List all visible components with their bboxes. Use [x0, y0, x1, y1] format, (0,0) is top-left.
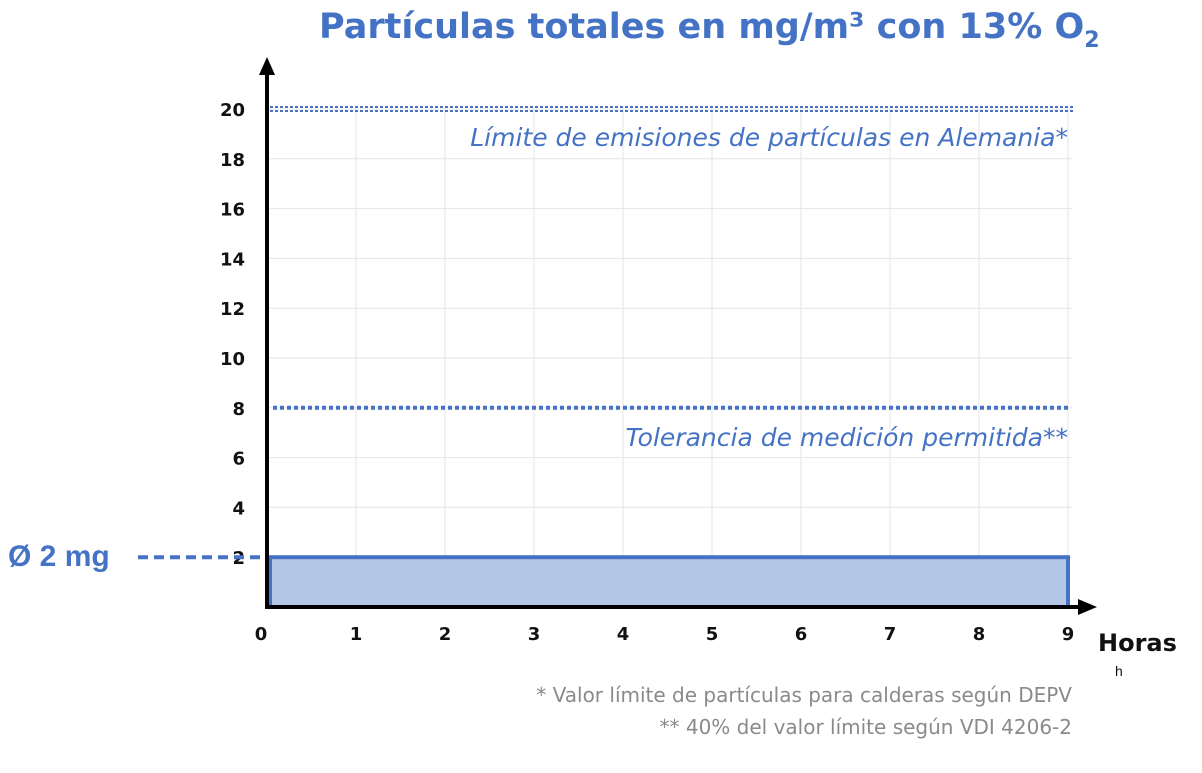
- x-tick-label: 4: [617, 624, 630, 645]
- y-tick-label: 6: [232, 449, 245, 470]
- x-tick-labels: 0 1 2 3 4 5 6 7 8 9: [255, 624, 1075, 645]
- y-tick-label: 8: [232, 399, 245, 420]
- footnote-1: * Valor límite de partículas para calder…: [536, 683, 1072, 707]
- chart-title-subscript: 2: [1084, 28, 1099, 53]
- chart-title-main: Partículas totales en mg/m³ con 13% O: [319, 7, 1084, 47]
- x-axis-unit: h: [1115, 663, 1123, 679]
- x-tick-label: 7: [884, 624, 897, 645]
- x-tick-label: 9: [1062, 624, 1075, 645]
- y-tick-label: 14: [220, 249, 245, 270]
- x-tick-label: 1: [350, 624, 363, 645]
- x-tick-label: 0: [255, 624, 268, 645]
- x-tick-label: 8: [973, 624, 986, 645]
- average-label: Ø 2 mg: [8, 540, 110, 573]
- x-tick-label: 6: [795, 624, 808, 645]
- y-tick-labels: 2468101214161820: [220, 100, 245, 569]
- reference-line-label: Límite de emisiones de partículas en Ale…: [470, 123, 1068, 152]
- y-axis-arrow: [259, 57, 275, 75]
- y-tick-label: 20: [220, 100, 245, 121]
- y-tick-label: 4: [232, 498, 245, 519]
- x-axis-label: Horas: [1098, 629, 1177, 657]
- data-area-fill: [268, 555, 1070, 610]
- x-tick-label: 3: [528, 624, 541, 645]
- x-axis-arrow: [1078, 599, 1097, 615]
- chart-title: Partículas totales en mg/m³ con 13% O2: [319, 7, 1100, 53]
- reference-lines: Límite de emisiones de partículas en Ale…: [270, 106, 1073, 452]
- y-tick-label: 10: [220, 349, 245, 370]
- x-tick-label: 5: [706, 624, 719, 645]
- y-tick-label: 16: [220, 200, 245, 221]
- footnote-2: ** 40% del valor límite según VDI 4206-2: [659, 715, 1072, 739]
- data-area: [268, 555, 1070, 610]
- y-tick-label: 18: [220, 150, 245, 171]
- x-tick-label: 2: [439, 624, 452, 645]
- axes: [259, 57, 1097, 615]
- grid-lines: [267, 107, 1072, 607]
- y-tick-label: 12: [220, 299, 245, 320]
- average-marker: Ø 2 mg: [8, 540, 262, 573]
- reference-line-label: Tolerancia de medición permitida**: [626, 423, 1069, 452]
